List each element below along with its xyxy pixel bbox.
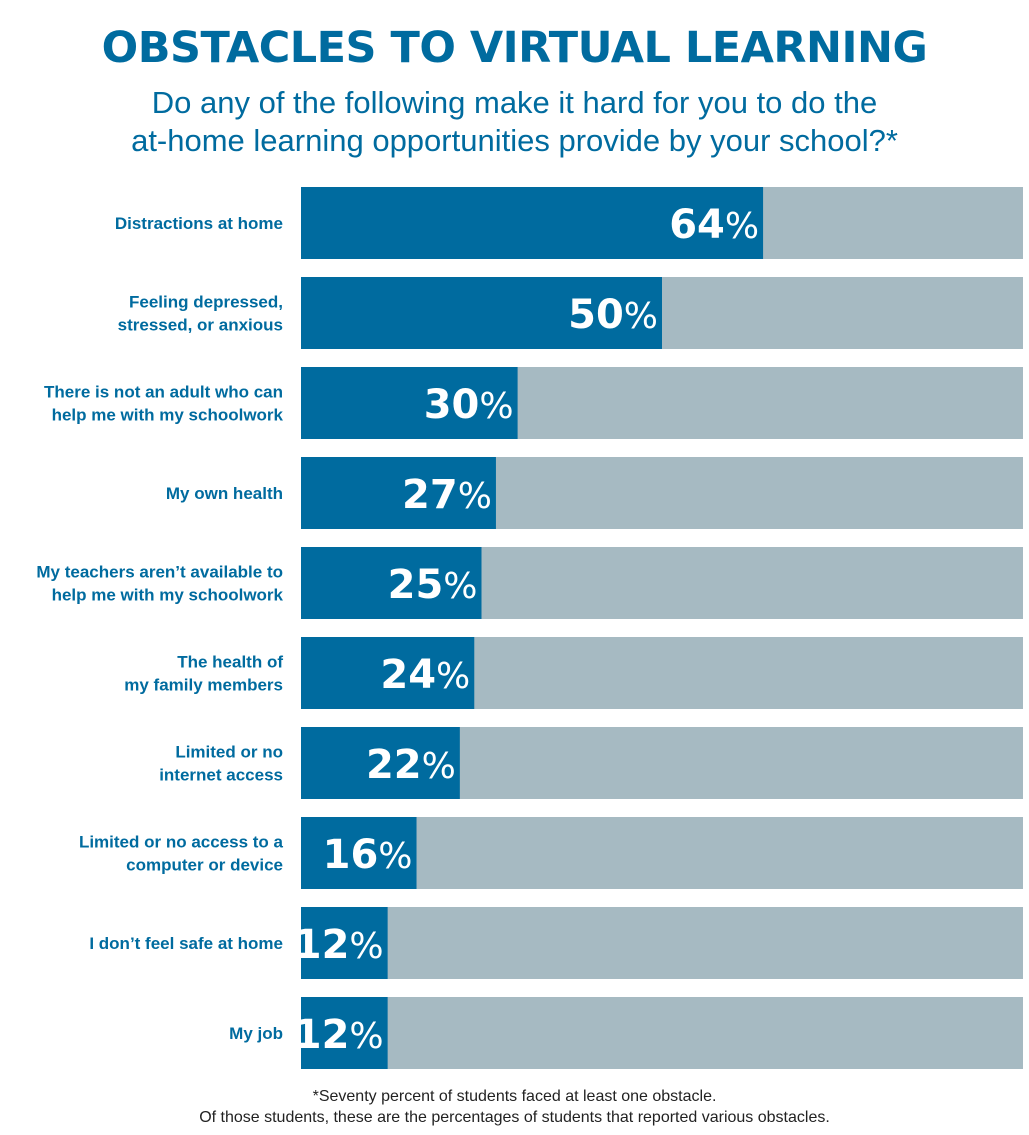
data-label: 25% [388, 562, 478, 608]
data-label-unit: % [725, 206, 759, 247]
data-label-unit: % [378, 836, 412, 877]
category-label: Limited or no access to a computer or dev… [79, 833, 284, 875]
bar-track [301, 907, 1023, 979]
bar-row: 50% Feeling depressed, stressed, or anxiou… [118, 277, 1023, 349]
category-label-line: Feeling depressed, [129, 293, 283, 312]
category-label-line: My own health [166, 484, 283, 503]
bar-row: 12% My job [229, 997, 1023, 1069]
data-label-unit: % [422, 746, 456, 787]
data-label: 64% [669, 202, 759, 248]
data-label: 16% [323, 832, 413, 878]
bar-track [301, 997, 1023, 1069]
data-label: 22% [366, 742, 456, 788]
footnote-line-1: *Seventy percent of students faced at le… [312, 1088, 717, 1105]
category-label-line: help me with my schoolwork [52, 406, 284, 425]
bar [301, 187, 764, 259]
data-label: 12% [294, 922, 384, 968]
category-label-line: Distractions at home [115, 214, 283, 233]
category-label-line: Limited or no [175, 743, 283, 762]
category-label-line: help me with my schoolwork [52, 586, 284, 605]
bar [301, 637, 475, 709]
footnote: *Seventy percent of students faced at le… [0, 1086, 1029, 1128]
bar [301, 997, 388, 1069]
category-label: Feeling depressed, stressed, or anxious [118, 293, 283, 335]
data-label-value: 27 [402, 472, 458, 518]
data-label-value: 50 [568, 292, 624, 338]
category-label-line: There is not an adult who can [44, 383, 283, 402]
data-label-unit: % [443, 566, 477, 607]
data-label-value: 30 [424, 382, 480, 428]
bar [301, 817, 417, 889]
category-label: I don’t feel safe at home [89, 934, 283, 953]
data-label: 12% [294, 1012, 384, 1058]
bar-row: 30% There is not an adult who can help me … [44, 367, 1023, 439]
category-label-line: stressed, or anxious [118, 316, 283, 335]
data-label-value: 16 [323, 832, 379, 878]
bar [301, 907, 388, 979]
data-label: 27% [402, 472, 492, 518]
bar [301, 277, 662, 349]
bar [301, 367, 518, 439]
category-label: My teachers aren’t available to help me w… [36, 563, 283, 605]
subtitle-line-2: at-home learning opportunities provide b… [131, 123, 898, 158]
category-label: My own health [166, 484, 283, 503]
bar-row: 16% Limited or no access to a computer or … [79, 817, 1023, 889]
category-label-line: Limited or no access to a [79, 833, 284, 852]
category-label-line: My teachers aren’t available to [36, 563, 283, 582]
data-label-value: 24 [380, 652, 436, 698]
chart-title: OBSTACLES TO VIRTUAL LEARNING [101, 23, 928, 73]
category-label: Distractions at home [115, 214, 283, 233]
data-label-value: 22 [366, 742, 422, 788]
data-label-unit: % [349, 1016, 383, 1057]
data-label-value: 12 [294, 1012, 350, 1058]
category-label-line: internet access [159, 766, 283, 785]
bar-row: 25% My teachers aren’t available to help m… [36, 547, 1023, 619]
category-label-line: computer or device [126, 856, 283, 875]
subtitle-line-1: Do any of the following make it hard for… [151, 85, 878, 120]
bar [301, 727, 460, 799]
data-label-unit: % [349, 926, 383, 967]
bar-row: 27% My own health [166, 457, 1023, 529]
bar-row: 64% Distractions at home [115, 187, 1023, 259]
bar [301, 457, 496, 529]
bar-row: 24% The health of my family members [124, 637, 1023, 709]
data-label-unit: % [624, 296, 658, 337]
data-label: 30% [424, 382, 514, 428]
bar-row: 22% Limited or no internet access [159, 727, 1023, 799]
data-label-unit: % [436, 656, 470, 697]
bar [301, 547, 482, 619]
category-label: There is not an adult who can help me wit… [44, 383, 284, 425]
data-label-unit: % [479, 386, 513, 427]
category-label-line: I don’t feel safe at home [89, 934, 283, 953]
data-label-value: 25 [388, 562, 444, 608]
data-label-unit: % [458, 476, 492, 517]
data-label: 24% [380, 652, 470, 698]
category-label: The health of my family members [124, 653, 283, 695]
category-label: My job [229, 1024, 283, 1043]
data-label: 50% [568, 292, 658, 338]
category-label: Limited or no internet access [159, 743, 283, 785]
category-label-line: my family members [124, 676, 283, 695]
chart-subtitle: Do any of the following make it hard for… [0, 84, 1029, 160]
bar-row: 12% I don’t feel safe at home [89, 907, 1023, 979]
category-label-line: The health of [177, 653, 283, 672]
data-label-value: 64 [669, 202, 725, 248]
category-label-line: My job [229, 1024, 283, 1043]
footnote-line-2: Of those students, these are the percent… [199, 1109, 830, 1126]
data-label-value: 12 [294, 922, 350, 968]
bar-track [301, 817, 1023, 889]
